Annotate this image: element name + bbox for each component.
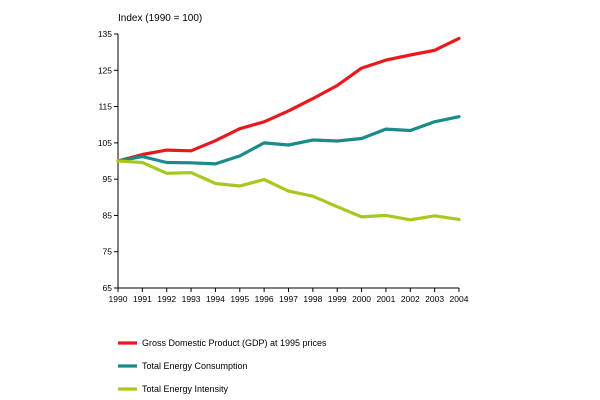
x-tick-label: 1993 (182, 294, 201, 304)
x-tick-label: 2004 (450, 294, 469, 304)
legend-label: Gross Domestic Product (GDP) at 1995 pri… (142, 338, 327, 348)
x-tick-label: 2001 (376, 294, 395, 304)
legend: Gross Domestic Product (GDP) at 1995 pri… (118, 338, 327, 394)
x-tick-label: 1996 (255, 294, 274, 304)
legend-label: Total Energy Intensity (142, 384, 229, 394)
series-line-2 (116, 115, 461, 166)
series-line-3 (116, 159, 461, 222)
y-tick-label: 85 (103, 210, 113, 220)
series-lines (116, 36, 461, 222)
x-tick-label: 1992 (157, 294, 176, 304)
y-unit-label: Index (1990 = 100) (118, 13, 202, 24)
x-tick-label: 1999 (328, 294, 347, 304)
y-tick-label: 135 (98, 29, 112, 39)
x-tick-label: 1995 (230, 294, 249, 304)
series-line-1 (116, 36, 461, 163)
y-tick-label: 75 (103, 247, 113, 257)
legend-item: Gross Domestic Product (GDP) at 1995 pri… (118, 338, 327, 348)
legend-label: Total Energy Consumption (142, 361, 248, 371)
x-tick-label: 1991 (133, 294, 152, 304)
legend-item: Total Energy Intensity (118, 384, 229, 394)
x-tick-label: 1998 (303, 294, 322, 304)
y-tick-label: 65 (103, 283, 113, 293)
x-tick-label: 1994 (206, 294, 225, 304)
x-tick-label: 2000 (352, 294, 371, 304)
x-tick-label: 2003 (425, 294, 444, 304)
y-axis-ticks: 65 75 85 95 105 115 125 135 (98, 29, 118, 293)
x-axis-ticks: 1990 1991 1992 1993 1994 1995 1996 1997 1998 1999… (109, 288, 469, 304)
y-tick-label: 125 (98, 65, 112, 75)
x-tick-label: 1990 (109, 294, 128, 304)
legend-item: Total Energy Consumption (118, 361, 248, 371)
x-tick-label: 2002 (401, 294, 420, 304)
x-tick-label: 1997 (279, 294, 298, 304)
y-tick-label: 105 (98, 138, 112, 148)
y-tick-label: 95 (103, 174, 113, 184)
y-tick-label: 115 (98, 102, 112, 112)
